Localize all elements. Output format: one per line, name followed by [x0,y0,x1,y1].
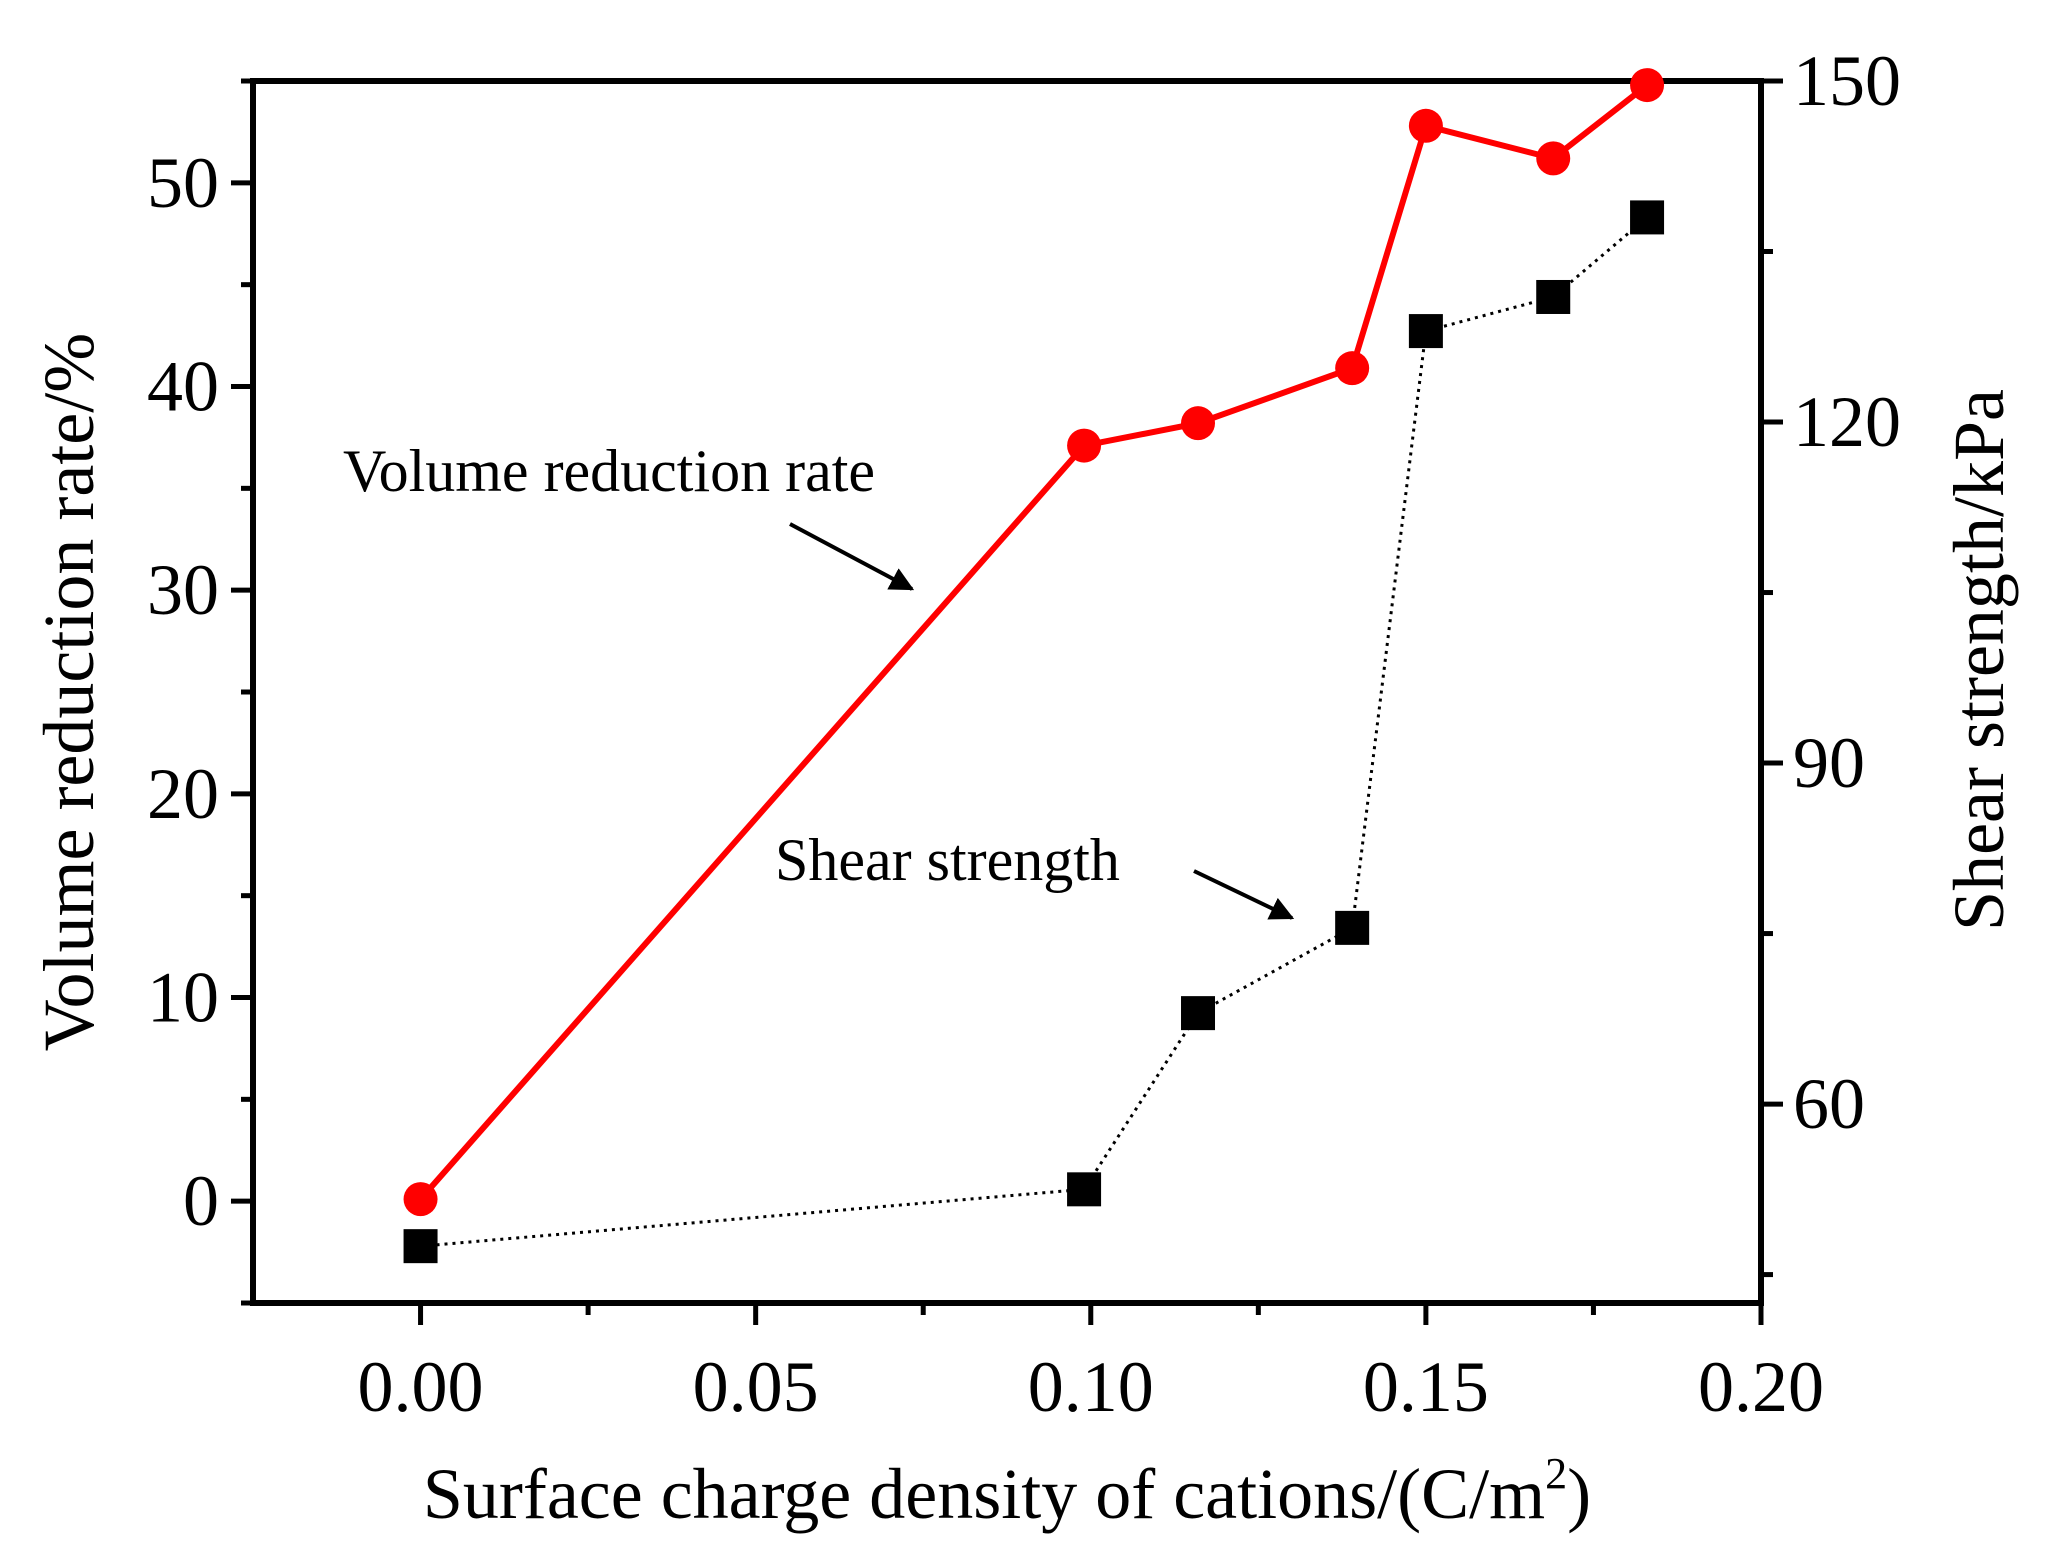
x-tick-label: 0.10 [1028,1347,1154,1427]
volume-reduction-rate-point [1181,406,1216,441]
volume-reduction-rate-point [403,1182,438,1217]
volume-reduction-rate-point [1630,68,1665,103]
annotation-arrow-shear [1193,869,1295,920]
shear-strength-point [1181,996,1216,1031]
y-left-tick-label: 10 [147,958,219,1038]
series-lines [418,82,1649,1248]
y-left-tick-label: 50 [147,143,219,223]
volume-reduction-rate-point [1536,141,1571,176]
y-left-axis-ticks: 0 10 20 30 40 50 [147,78,253,1306]
y-left-tick-label: 40 [147,347,219,427]
y-right-tick-label: 60 [1793,1064,1865,1144]
annotation-volume-reduction-rate: Volume reduction rate [343,438,875,504]
x-axis-ticks: 0.00 0.05 0.10 0.15 0.20 [358,1303,1824,1427]
x-tick-label: 0.15 [1363,1347,1489,1427]
shear-strength-point [403,1229,438,1264]
x-axis-title-superscript: 2 [1545,1449,1567,1498]
y-right-axis-ticks: 60 90 120 150 [1761,41,1901,1278]
annotation-shear-strength: Shear strength [775,827,1120,893]
volume-reduction-rate-point [1408,108,1443,143]
y-right-tick-label: 90 [1793,723,1865,803]
x-axis-title-end: ) [1567,1454,1591,1534]
x-tick-label: 0.00 [358,1347,484,1427]
y-right-tick-label: 150 [1793,41,1901,121]
x-axis-title: Surface charge density of cations/(C/m2) [423,1449,1591,1534]
plot-frame [250,78,1764,1306]
y-left-axis-title: Volume reduction rate/% [29,333,109,1051]
shear-strength-line [420,216,1649,1248]
volume-reduction-rate-point [1335,351,1370,386]
shear-strength-point [1335,910,1370,945]
series-markers [403,68,1665,1264]
x-tick-label: 0.05 [693,1347,819,1427]
shear-strength-point [1536,279,1571,314]
volume-reduction-rate-line [418,82,1649,1202]
x-tick-label: 0.20 [1698,1347,1824,1427]
y-right-tick-label: 120 [1793,382,1901,462]
y-left-tick-label: 30 [147,550,219,630]
shear-strength-point [1408,314,1443,349]
annotation-arrow-volume [789,522,915,591]
y-left-tick-label: 0 [183,1161,219,1241]
y-right-axis-title: Shear strength/kPa [1939,389,2019,931]
shear-strength-point [1630,200,1665,235]
volume-reduction-rate-point [1067,428,1102,463]
shear-strength-point [1067,1172,1102,1207]
y-left-tick-label: 20 [147,754,219,834]
